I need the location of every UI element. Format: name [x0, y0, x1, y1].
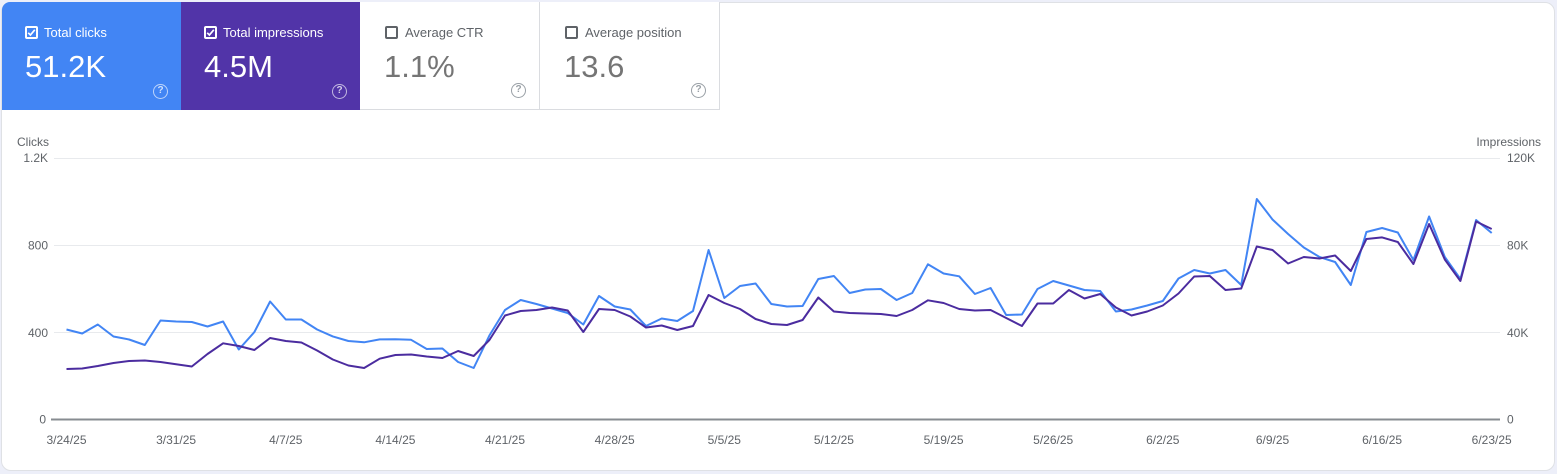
svg-text:120K: 120K: [1507, 151, 1535, 165]
svg-text:5/5/25: 5/5/25: [708, 433, 742, 447]
svg-text:5/26/25: 5/26/25: [1033, 433, 1073, 447]
svg-text:Clicks: Clicks: [17, 135, 49, 149]
svg-text:6/16/25: 6/16/25: [1362, 433, 1402, 447]
svg-text:0: 0: [1507, 413, 1514, 427]
svg-text:3/24/25: 3/24/25: [46, 433, 86, 447]
svg-text:40K: 40K: [1507, 326, 1528, 340]
svg-text:1.2K: 1.2K: [23, 151, 48, 165]
svg-text:Impressions: Impressions: [1476, 135, 1541, 149]
svg-text:80K: 80K: [1507, 239, 1528, 253]
svg-text:4/7/25: 4/7/25: [269, 433, 303, 447]
svg-text:5/12/25: 5/12/25: [814, 433, 854, 447]
svg-text:4/14/25: 4/14/25: [375, 433, 415, 447]
svg-text:3/31/25: 3/31/25: [156, 433, 196, 447]
svg-text:5/19/25: 5/19/25: [924, 433, 964, 447]
svg-text:6/2/25: 6/2/25: [1146, 433, 1180, 447]
svg-text:4/28/25: 4/28/25: [595, 433, 635, 447]
svg-text:4/21/25: 4/21/25: [485, 433, 525, 447]
svg-text:6/23/25: 6/23/25: [1472, 433, 1512, 447]
svg-text:6/9/25: 6/9/25: [1256, 433, 1290, 447]
svg-text:0: 0: [39, 413, 46, 427]
svg-text:400: 400: [28, 326, 48, 340]
svg-text:800: 800: [28, 239, 48, 253]
